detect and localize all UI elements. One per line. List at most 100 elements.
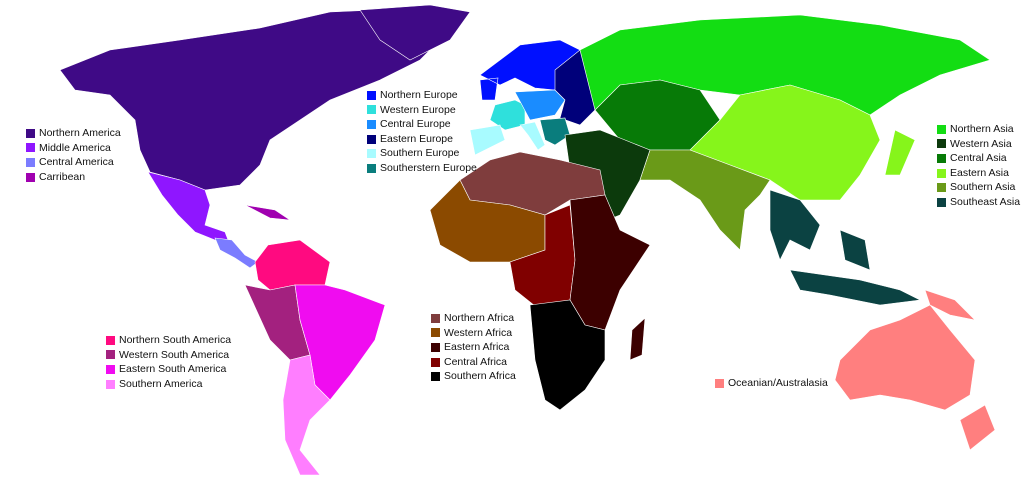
- legend-item: Western Asia: [937, 137, 1020, 152]
- region-southern-south-america: [282, 354, 331, 476]
- legend-item: Southern Europe: [367, 146, 477, 161]
- region-caribbean: [244, 204, 291, 221]
- legend-item: Central America: [26, 155, 121, 170]
- legend-swatch: [26, 143, 35, 153]
- legend-item: Northern Africa: [431, 311, 516, 326]
- legend-label: Eastern Asia: [950, 166, 1009, 179]
- legend-label: Eastern Europe: [380, 132, 453, 145]
- legend-swatch: [431, 372, 440, 382]
- legend-label: Northern Asia: [950, 123, 1014, 135]
- legend-south-america: Northern South America Western South Amer…: [106, 333, 231, 391]
- legend-swatch: [937, 153, 946, 163]
- legend-item: Central Europe: [367, 117, 477, 132]
- legend-swatch: [431, 357, 440, 367]
- legend-label: Western Asia: [950, 137, 1012, 150]
- legend-item: Southern America: [106, 377, 231, 392]
- legend-swatch: [937, 124, 946, 134]
- legend-label: Eastern South America: [119, 363, 227, 376]
- legend-item: Southeast Asia: [937, 195, 1020, 210]
- region-southern-asia: [639, 149, 771, 251]
- legend-label: Eastern Africa: [444, 341, 510, 354]
- legend-swatch: [26, 172, 35, 182]
- legend-swatch: [106, 335, 115, 345]
- legend-swatch: [431, 313, 440, 323]
- legend-swatch: [367, 119, 376, 129]
- legend-label: Northern South America: [119, 334, 232, 346]
- legend-item: Southerstern Europe: [367, 161, 477, 176]
- legend-swatch: [26, 157, 35, 167]
- legend-label: Western South America: [119, 348, 230, 361]
- legend-label: Western Africa: [444, 326, 513, 339]
- legend-item: Central Africa: [431, 355, 516, 370]
- legend-oceania: Oceanian/Australasia: [715, 376, 828, 391]
- legend-swatch: [937, 139, 946, 149]
- legend-label: Northern Africa: [444, 312, 515, 324]
- legend-item: Eastern South America: [106, 362, 231, 377]
- region-eastern-africa: [569, 194, 651, 361]
- legend-swatch: [937, 197, 946, 207]
- region-northern-south-america: [254, 239, 331, 291]
- legend-swatch: [106, 350, 115, 360]
- legend-label: Southern America: [119, 377, 203, 390]
- legend-label: Central Europe: [380, 118, 451, 131]
- legend-label: Southern Europe: [380, 147, 460, 160]
- legend-americas: Northern America Middle America Central Am…: [26, 126, 121, 184]
- legend-swatch: [937, 183, 946, 193]
- legend-item: Central Asia: [937, 151, 1020, 166]
- legend-swatch: [367, 149, 376, 159]
- legend-swatch: [106, 379, 115, 389]
- legend-label: Middle America: [39, 141, 111, 154]
- legend-item: Oceanian/Australasia: [715, 376, 828, 391]
- legend-label: Southern Africa: [444, 370, 516, 383]
- legend-europe: Northern Europe Western Europe Central Eur…: [367, 88, 477, 176]
- legend-label: Southern Asia: [950, 181, 1016, 194]
- legend-swatch: [715, 378, 724, 388]
- legend-item: Eastern Europe: [367, 132, 477, 147]
- legend-label: Northern America: [39, 127, 121, 139]
- region-southeast-asia: [769, 189, 922, 306]
- region-eastern-south-america: [294, 284, 386, 401]
- region-middle-america: [147, 171, 231, 246]
- region-northern-america: [59, 7, 451, 191]
- region-central-america: [214, 237, 259, 269]
- legend-label: Western Europe: [380, 103, 456, 116]
- legend-item: Carribean: [26, 170, 121, 185]
- legend-swatch: [937, 168, 946, 178]
- legend-label: Central Asia: [950, 152, 1007, 165]
- region-oceania: [834, 289, 996, 451]
- legend-swatch: [367, 163, 376, 173]
- legend-label: Northern Europe: [380, 89, 458, 101]
- region-greenland: [359, 4, 471, 61]
- legend-item: Southern Asia: [937, 180, 1020, 195]
- legend-swatch: [26, 128, 35, 138]
- legend-item: Western South America: [106, 348, 231, 363]
- legend-label: Central Africa: [444, 355, 508, 368]
- legend-item: Eastern Africa: [431, 340, 516, 355]
- region-southern-europe: [469, 121, 546, 156]
- legend-item: Northern Asia: [937, 122, 1020, 137]
- legend-label: Carribean: [39, 170, 86, 183]
- legend-item: Middle America: [26, 141, 121, 156]
- legend-africa: Northern Africa Western Africa Eastern Afr…: [431, 311, 516, 384]
- legend-swatch: [367, 90, 376, 100]
- legend-label: Southerstern Europe: [380, 161, 477, 174]
- region-southeastern-europe: [539, 117, 571, 146]
- legend-swatch: [367, 105, 376, 115]
- legend-label: Central America: [39, 156, 114, 169]
- legend-item: Northern America: [26, 126, 121, 141]
- region-southern-africa: [529, 299, 606, 411]
- legend-label: Oceanian/Australasia: [728, 377, 828, 389]
- legend-swatch: [431, 328, 440, 338]
- legend-asia: Northern Asia Western Asia Central Asia Eas…: [937, 122, 1020, 210]
- legend-item: Southern Africa: [431, 369, 516, 384]
- legend-swatch: [367, 134, 376, 144]
- legend-item: Eastern Asia: [937, 166, 1020, 181]
- legend-item: Western Europe: [367, 103, 477, 118]
- legend-item: Northern Europe: [367, 88, 477, 103]
- legend-item: Northern South America: [106, 333, 231, 348]
- legend-swatch: [431, 342, 440, 352]
- legend-swatch: [106, 364, 115, 374]
- legend-item: Western Africa: [431, 326, 516, 341]
